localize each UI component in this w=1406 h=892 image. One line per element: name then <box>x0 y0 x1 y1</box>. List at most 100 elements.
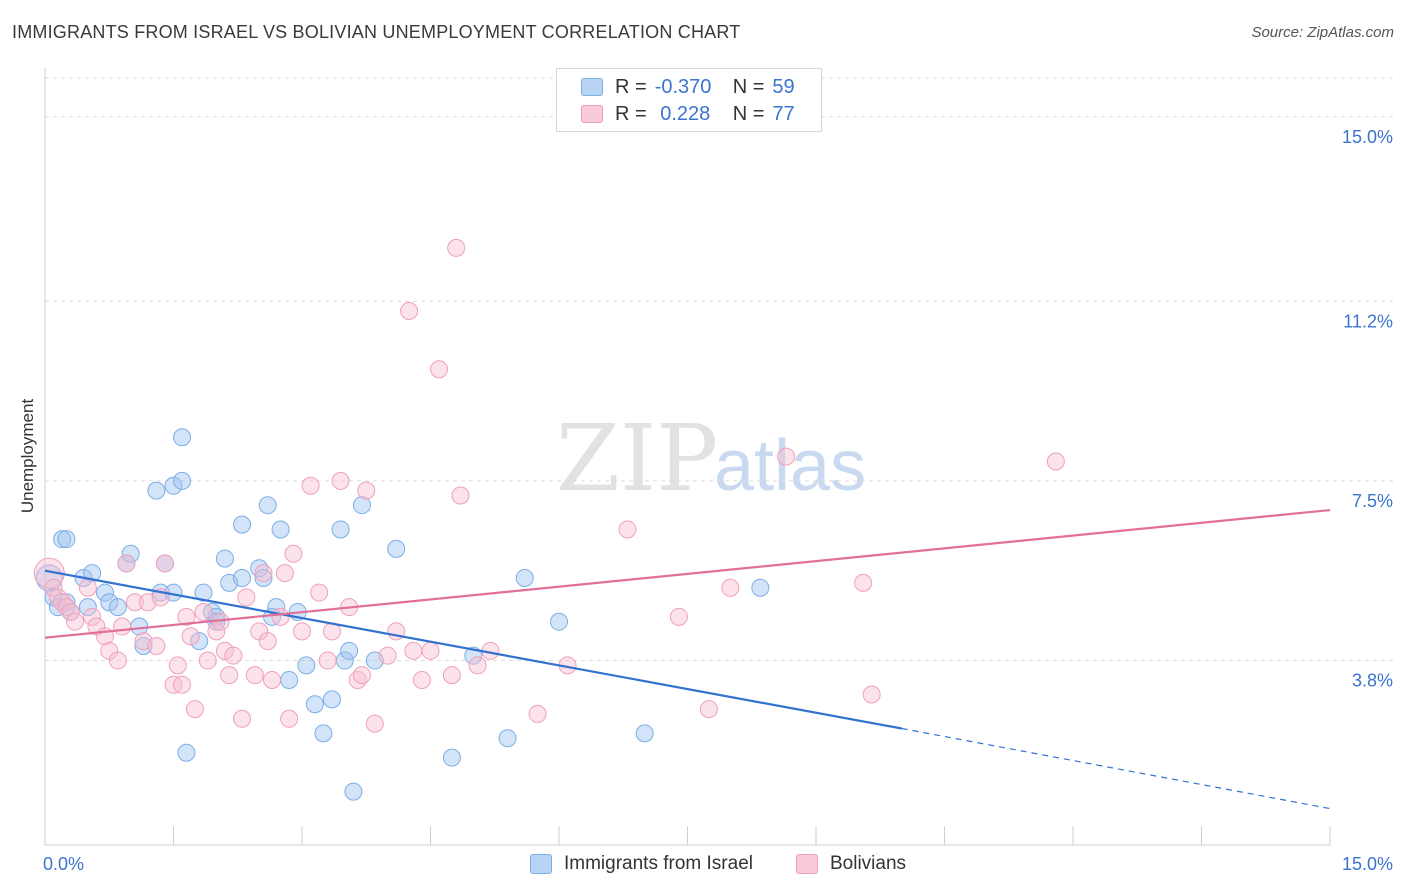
israel-point <box>134 636 153 655</box>
israel-point <box>147 481 166 500</box>
israel-point <box>344 782 363 801</box>
bolivian-point <box>451 486 470 505</box>
legend-swatch-israel <box>581 78 603 96</box>
bolivian-point <box>181 627 200 646</box>
bolivian-point <box>207 622 226 641</box>
bolivian-point <box>177 607 196 626</box>
israel-point <box>83 564 102 583</box>
israel-point <box>78 598 97 617</box>
y-tick-label: 3.8% <box>1352 671 1393 691</box>
bottom-legend-label-bolivians: Bolivians <box>830 853 907 874</box>
y-tick-label: 7.5% <box>1352 491 1393 511</box>
bolivian-point <box>44 578 63 597</box>
israel-point <box>121 544 140 563</box>
legend-swatch-bolivians <box>581 105 603 123</box>
bolivian-point <box>378 646 397 665</box>
bolivian-point <box>404 641 423 660</box>
r-value: -0.370 <box>654 75 712 98</box>
israel-point <box>305 695 324 714</box>
bolivian-trend-line <box>44 508 1331 639</box>
chart-title: IMMIGRANTS FROM ISRAEL VS BOLIVIAN UNEMP… <box>12 22 741 42</box>
bolivian-point <box>862 685 881 704</box>
israel-point <box>635 724 654 743</box>
legend-row-bolivians: R = 0.228 N = 77 <box>581 101 795 127</box>
israel-point <box>53 530 72 549</box>
legend-row-israel: R = -0.370 N = 59 <box>581 74 795 100</box>
bolivian-point <box>854 573 873 592</box>
bolivian-point <box>263 670 282 689</box>
x-tick-label-min: 0.0% <box>43 854 84 874</box>
bolivian-point <box>318 651 337 670</box>
israel-point <box>108 598 127 617</box>
israel-point <box>387 539 406 558</box>
n-label: N = <box>732 102 765 125</box>
bolivian-point <box>400 302 419 321</box>
bolivian-point <box>108 651 127 670</box>
bolivian-point <box>245 666 264 685</box>
israel-point <box>297 656 316 675</box>
bolivian-point <box>777 447 796 466</box>
bottom-legend-label-israel: Immigrants from Israel <box>564 853 753 874</box>
bolivian-point <box>293 622 311 641</box>
israel-trend-line <box>44 569 902 730</box>
bolivian-point <box>468 656 487 675</box>
israel-point <box>751 578 770 597</box>
israel-point <box>515 569 534 588</box>
israel-trend-extension <box>901 727 1331 810</box>
bolivian-point <box>1046 452 1065 471</box>
bolivian-point <box>430 360 449 379</box>
n-label: N = <box>732 75 765 98</box>
n-value: 59 <box>772 75 795 98</box>
bolivian-point <box>699 700 718 719</box>
bottom-legend-bolivians: Bolivians <box>796 851 906 877</box>
israel-point <box>271 520 290 539</box>
israel-point <box>164 476 183 495</box>
israel-point <box>331 520 350 539</box>
israel-point <box>340 641 359 660</box>
bolivian-point <box>528 704 547 723</box>
bottom-legend-swatch-israel <box>530 854 552 874</box>
israel-point <box>280 670 299 689</box>
bolivian-point <box>280 709 299 728</box>
bolivian-point <box>669 607 688 626</box>
israel-point <box>95 583 114 602</box>
israel-point <box>233 515 252 534</box>
bolivian-point <box>113 617 132 636</box>
bolivian-point <box>185 700 204 719</box>
bolivian-point <box>254 564 273 583</box>
bolivian-point <box>331 471 350 490</box>
israel-point <box>194 583 213 602</box>
bolivian-point <box>618 520 637 539</box>
n-value: 77 <box>772 102 795 125</box>
bolivian-point <box>412 670 431 689</box>
bolivian-point <box>220 666 239 685</box>
israel-point <box>352 496 371 515</box>
israel-point <box>258 496 277 515</box>
r-label: R = <box>615 102 647 125</box>
israel-point <box>314 724 333 743</box>
bottom-legend-swatch-bolivians <box>796 854 818 874</box>
bolivian-point <box>237 588 256 607</box>
bolivian-point <box>117 554 136 573</box>
y-tick-label: 15.0% <box>1342 127 1393 147</box>
bolivian-point <box>147 636 166 655</box>
israel-point <box>100 593 119 612</box>
bolivian-point <box>365 714 384 733</box>
israel-point <box>177 743 196 762</box>
bolivian-point <box>442 666 461 685</box>
bolivian-point <box>125 593 144 612</box>
r-value: 0.228 <box>654 102 711 125</box>
bolivian-point <box>310 583 329 602</box>
bolivian-point <box>258 632 277 651</box>
x-tick-label-max: 15.0% <box>1342 854 1393 874</box>
watermark-zip: ZIP <box>556 405 718 512</box>
bolivian-point <box>194 602 213 621</box>
bolivian-point <box>78 578 97 597</box>
israel-point <box>173 428 192 447</box>
watermark-atlas: atlas <box>714 426 866 506</box>
israel-point <box>254 569 273 588</box>
bolivian-point <box>352 666 371 685</box>
bolivian-point <box>233 709 252 728</box>
bolivian-point <box>224 646 243 665</box>
